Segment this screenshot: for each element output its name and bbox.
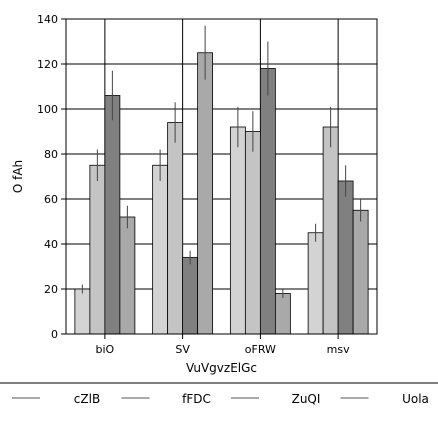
bar	[119, 216, 136, 335]
x-axis-ticks: biO SV oFRW msv	[96, 334, 350, 356]
y-tick-label: 80	[44, 148, 58, 161]
x-tick-label: biO	[96, 343, 115, 356]
bars	[74, 52, 369, 335]
bar	[104, 95, 121, 335]
x-tick-label: oFRW	[245, 343, 276, 356]
bar	[89, 164, 106, 335]
y-axis-ticks: 0 20 40 60 80 100 120 140	[37, 13, 66, 341]
bar	[337, 180, 354, 335]
bar	[322, 126, 339, 335]
y-tick-label: 20	[44, 283, 58, 296]
bar	[229, 126, 246, 335]
y-tick-label: 0	[51, 328, 58, 341]
legend: cZlB fFDC ZuQI Uola	[12, 392, 429, 406]
y-tick-label: 60	[44, 193, 58, 206]
bar	[274, 293, 291, 335]
legend-item-label: cZlB	[74, 392, 100, 406]
y-tick-label: 40	[44, 238, 58, 251]
error-bars	[81, 25, 362, 298]
bar	[352, 209, 369, 335]
x-tick-label: SV	[175, 343, 190, 356]
y-tick-label: 120	[37, 58, 58, 71]
legend-item-label: Uola	[402, 392, 429, 406]
bar	[167, 122, 184, 335]
x-axis-label: VuVgvzElGc	[186, 361, 257, 375]
bar	[182, 257, 199, 335]
y-tick-label: 140	[37, 13, 58, 26]
legend-item-label: ZuQI	[292, 392, 321, 406]
bar	[259, 68, 276, 335]
bar	[307, 232, 324, 335]
y-tick-label: 100	[37, 103, 58, 116]
x-tick-label: msv	[327, 343, 350, 356]
plot-frame	[65, 18, 378, 335]
bar	[152, 164, 169, 335]
bar	[74, 288, 91, 335]
legend-item-label: fFDC	[182, 392, 211, 406]
y-axis-label: O fAh	[11, 160, 25, 193]
bar	[244, 131, 261, 335]
bar	[197, 52, 214, 335]
